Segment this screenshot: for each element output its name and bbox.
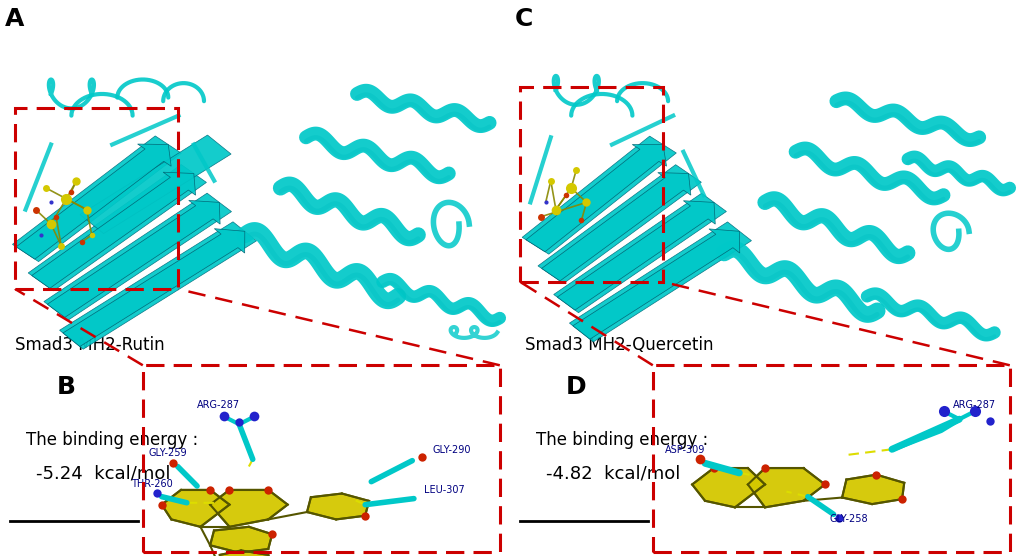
Text: THR-260: THR-260 (130, 479, 172, 489)
Text: A: A (5, 7, 24, 31)
Text: GLY-290: GLY-290 (432, 445, 471, 455)
Text: Smad3 MH2-Quercetin: Smad3 MH2-Quercetin (525, 336, 713, 354)
Text: GLY-258: GLY-258 (828, 514, 867, 524)
Text: The binding energy :: The binding energy : (535, 431, 707, 449)
FancyArrow shape (526, 145, 665, 252)
Polygon shape (569, 222, 751, 342)
Polygon shape (162, 490, 229, 527)
Text: D: D (566, 375, 586, 399)
Polygon shape (307, 494, 369, 519)
Polygon shape (842, 475, 904, 504)
Polygon shape (553, 193, 726, 312)
Text: ARG-287: ARG-287 (952, 400, 996, 410)
FancyArrow shape (32, 172, 196, 288)
Polygon shape (59, 222, 257, 349)
Text: C: C (515, 7, 533, 31)
Text: GLY-259: GLY-259 (148, 448, 186, 458)
Polygon shape (210, 490, 287, 527)
FancyArrow shape (541, 172, 690, 281)
Polygon shape (210, 527, 272, 553)
Text: ASP-309: ASP-309 (663, 445, 704, 455)
Text: -5.24  kcal/mol: -5.24 kcal/mol (36, 464, 170, 482)
Polygon shape (220, 550, 272, 556)
Polygon shape (537, 165, 701, 284)
Text: The binding energy :: The binding energy : (25, 431, 198, 449)
FancyArrow shape (573, 229, 739, 339)
Polygon shape (692, 468, 764, 507)
FancyArrow shape (556, 201, 714, 310)
FancyArrow shape (16, 144, 171, 259)
Polygon shape (44, 193, 231, 320)
Polygon shape (747, 468, 824, 507)
FancyArrow shape (63, 229, 245, 346)
Polygon shape (12, 136, 181, 262)
Text: Smad3 MH2-Rutin: Smad3 MH2-Rutin (15, 336, 165, 354)
Polygon shape (522, 136, 676, 254)
Text: B: B (57, 375, 75, 399)
Text: -4.82  kcal/mol: -4.82 kcal/mol (545, 464, 680, 482)
Polygon shape (79, 135, 231, 234)
FancyArrow shape (47, 200, 220, 317)
Polygon shape (29, 165, 206, 291)
Text: LEU-307: LEU-307 (424, 485, 465, 495)
Text: ARG-287: ARG-287 (197, 400, 240, 410)
